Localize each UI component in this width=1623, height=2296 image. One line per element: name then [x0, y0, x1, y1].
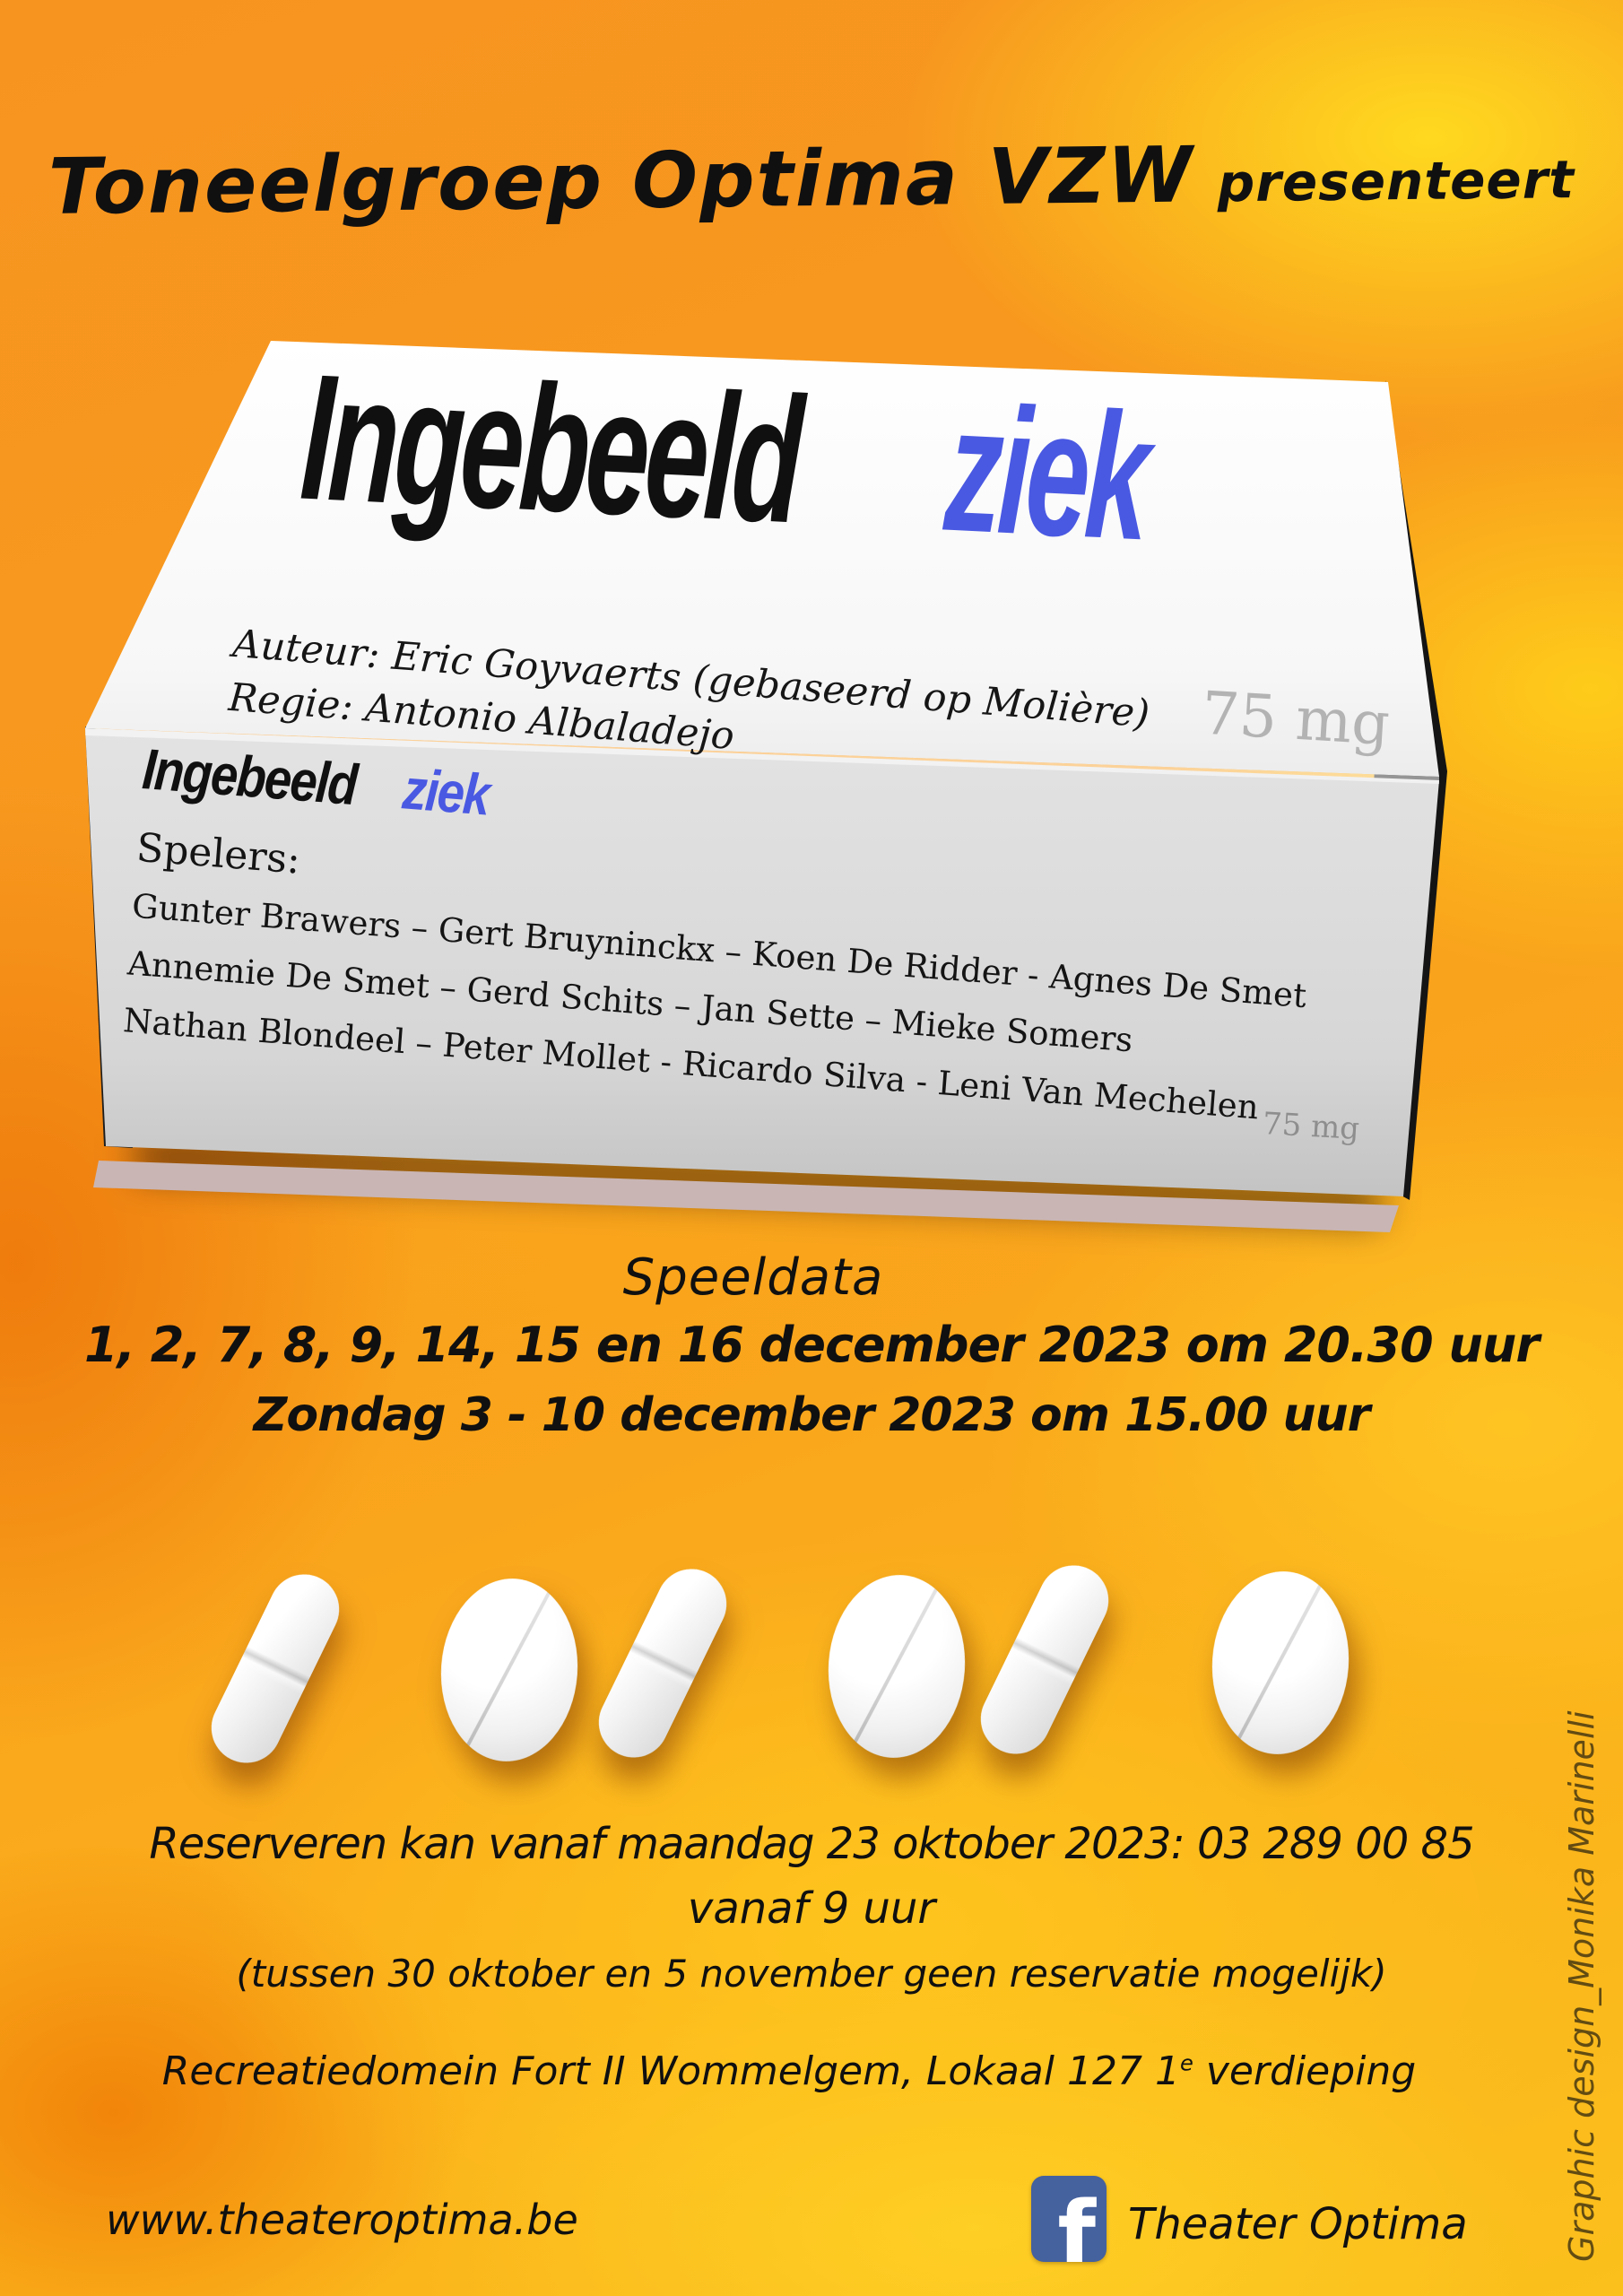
dosage-front-label: 75 mg [1261, 1106, 1361, 1147]
box-bottom-strip [93, 1161, 1399, 1232]
schedule-matinee-line: Zondag 3 - 10 december 2023 om 15.00 uur [253, 1388, 1371, 1442]
venue-text-after: verdieping [1193, 2048, 1417, 2094]
facebook-name: Theater Optima [1128, 2199, 1468, 2249]
box-fold-highlight [85, 728, 1439, 784]
reservation-time-line: vanaf 9 uur [687, 1883, 936, 1934]
venue-line: Recreatiedomein Fort II Wommelgem, Lokaa… [0, 2048, 1578, 2094]
front-title-blue: ziek [400, 756, 491, 828]
lid-title-blue: ziek [941, 367, 1150, 578]
venue-text: Recreatiedomein Fort II Wommelgem, Lokaa… [161, 2048, 1180, 2094]
box-lid-face [85, 341, 1439, 777]
reservation-note-line: (tussen 30 oktober en 5 november geen re… [236, 1952, 1387, 1996]
schedule-heading: Speeldata [622, 1248, 884, 1307]
venue-superscript: e [1179, 2050, 1193, 2076]
website-text: www.theateroptima.be [106, 2196, 578, 2244]
facebook-icon: f [1031, 2176, 1107, 2262]
box-front-face [85, 728, 1439, 1196]
designer-credit: Graphic design_Monika Marinelli [1562, 1710, 1601, 2262]
facebook-letter: f [1057, 2183, 1096, 2262]
schedule-evening-line: 1, 2, 7, 8, 9, 14, 15 en 16 december 202… [84, 1317, 1540, 1373]
lid-title-black: Ingebeeld [297, 335, 803, 561]
reservation-phone-line: Reserveren kan vanaf maandag 23 oktober … [149, 1819, 1474, 1869]
